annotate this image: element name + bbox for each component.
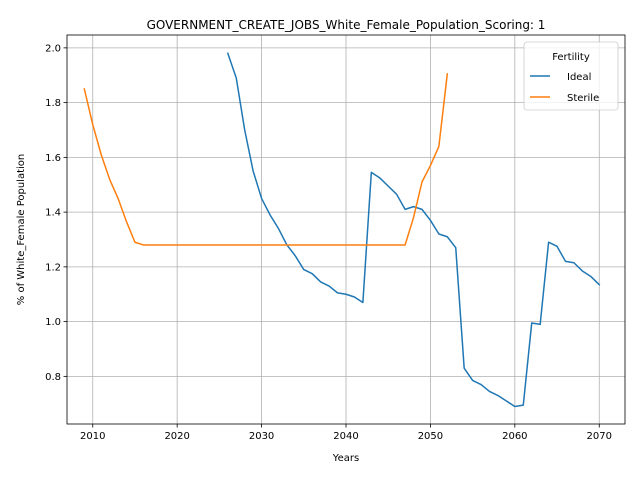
y-tick-label: 1.4 — [45, 208, 61, 219]
x-tick-label: 2030 — [249, 431, 274, 442]
y-tick-label: 1.0 — [45, 317, 61, 328]
series-line-ideal — [226, 52, 601, 408]
y-tick-label: 1.6 — [45, 153, 61, 164]
series-line-sterile — [83, 73, 449, 246]
x-tick-label: 2010 — [80, 431, 105, 442]
x-tick-label: 2050 — [418, 431, 443, 442]
chart-title: GOVERNMENT_CREATE_JOBS_White_Female_Popu… — [147, 18, 546, 32]
legend: Fertility Ideal Sterile — [523, 41, 619, 111]
x-tick-label: 2060 — [502, 431, 527, 442]
x-axis-label: Years — [332, 453, 359, 464]
series-lines — [83, 52, 601, 408]
x-tick-label: 2020 — [164, 431, 189, 442]
legend-label-sterile: Sterile — [567, 93, 599, 104]
x-axis-ticks: 2010 2020 2030 2040 2050 2060 2070 — [80, 424, 612, 442]
y-tick-label: 1.8 — [45, 98, 61, 109]
y-tick-label: 1.2 — [45, 262, 61, 273]
x-tick-label: 2040 — [333, 431, 358, 442]
grid-lines — [67, 35, 625, 424]
y-tick-label: 2.0 — [45, 43, 61, 54]
y-axis-label: % of White_Female Population — [16, 154, 27, 305]
legend-title: Fertility — [552, 52, 590, 63]
legend-box — [523, 41, 619, 111]
y-tick-label: 0.8 — [45, 372, 61, 383]
x-tick-label: 2070 — [587, 431, 612, 442]
y-axis-ticks: 0.8 1.0 1.2 1.4 1.6 1.8 2.0 — [45, 43, 67, 383]
legend-label-ideal: Ideal — [567, 72, 591, 83]
